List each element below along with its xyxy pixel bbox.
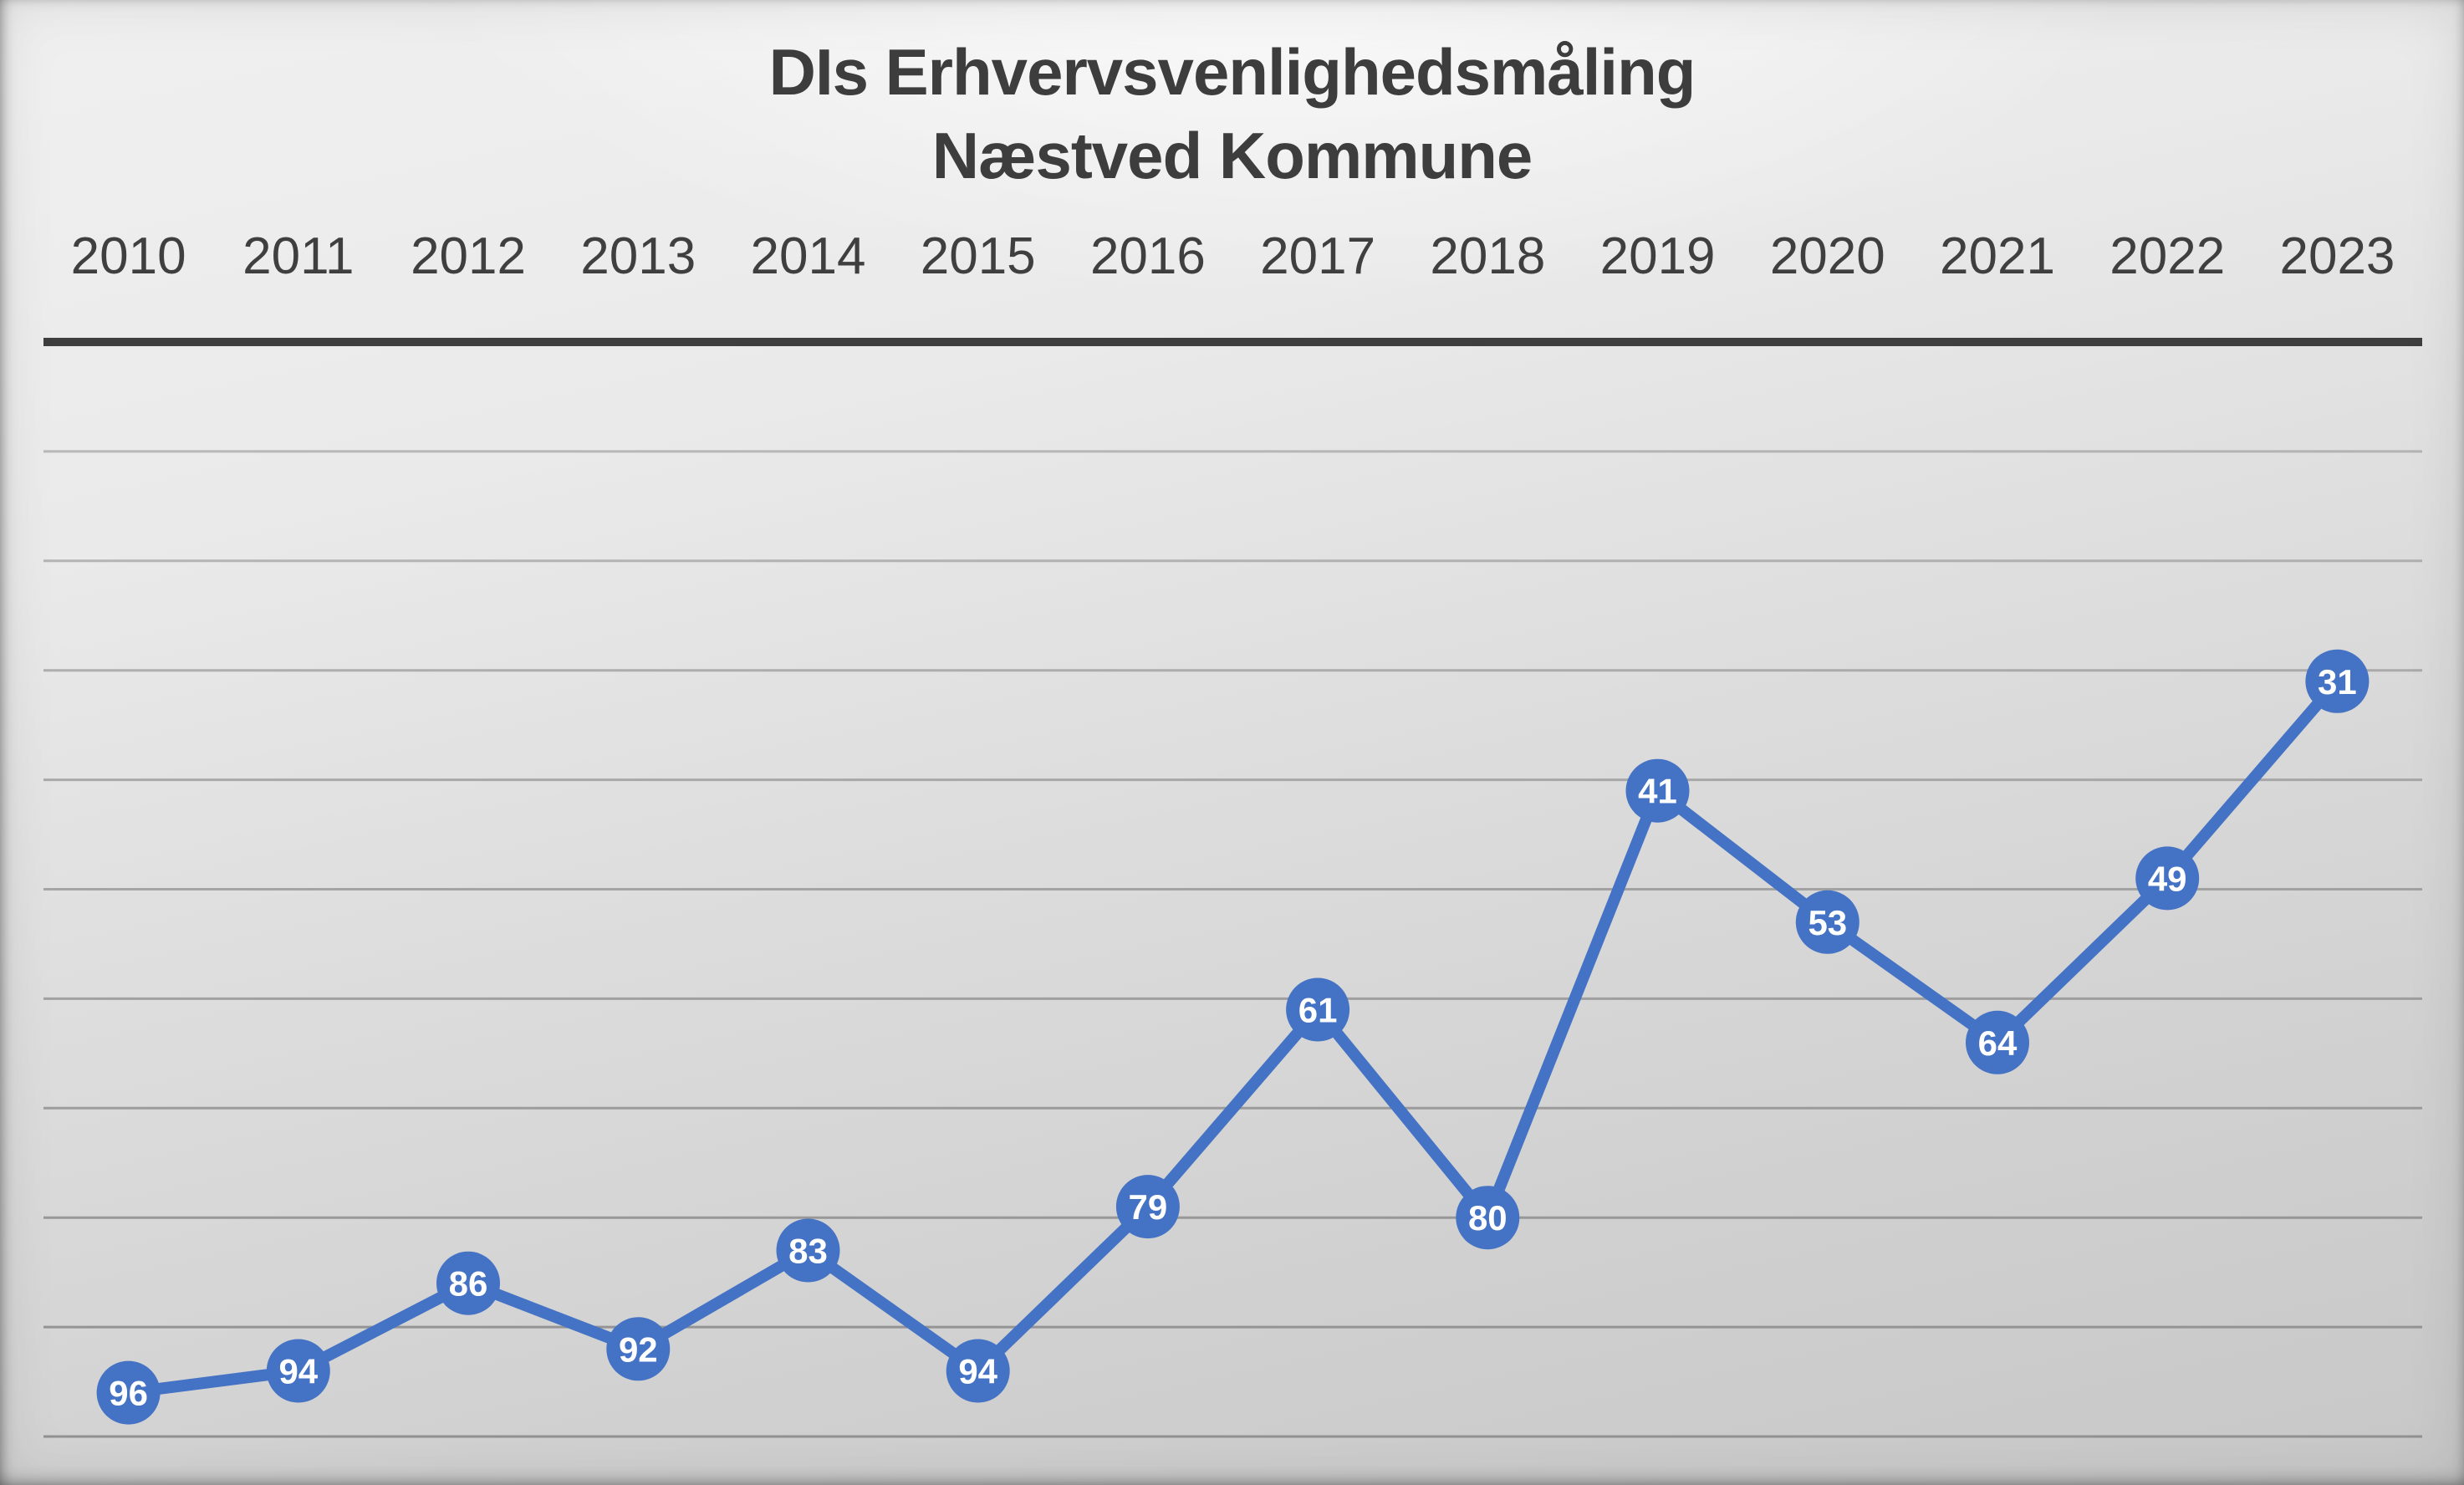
x-axis-line <box>43 338 2422 346</box>
data-point-label-2012: 86 <box>449 1264 488 1304</box>
data-point-marker-2015 <box>946 1339 1010 1403</box>
chart-title: DIs Erhvervsvenlighedsmåling Næstved Kom… <box>0 30 2464 197</box>
chart-title-line1: DIs Erhvervsvenlighedsmåling <box>768 35 1696 109</box>
data-point-label-2018: 80 <box>1468 1198 1507 1238</box>
year-label-2017: 2017 <box>1260 227 1376 285</box>
data-point-marker-2018 <box>1456 1186 1520 1250</box>
data-point-label-2021: 64 <box>1978 1023 2018 1063</box>
data-point-marker-2011 <box>266 1339 330 1403</box>
data-point-label-2014: 83 <box>788 1232 828 1271</box>
year-label-2013: 2013 <box>580 227 696 285</box>
year-label-2022: 2022 <box>2109 227 2226 285</box>
data-point-marker-2013 <box>606 1317 671 1381</box>
chart-title-line2: Næstved Kommune <box>931 119 1533 192</box>
data-point-label-2019: 41 <box>1638 772 1677 811</box>
year-label-2023: 2023 <box>2279 227 2395 285</box>
data-point-marker-2010 <box>96 1360 161 1425</box>
year-label-2015: 2015 <box>920 227 1036 285</box>
year-label-2019: 2019 <box>1599 227 1716 285</box>
year-axis-row: 2010 2011 2012 2013 2014 2015 2016 2017 2018 2019… <box>43 224 2422 288</box>
data-point-label-2022: 49 <box>2148 859 2187 898</box>
year-label-2011: 2011 <box>242 227 355 285</box>
data-point-marker-2012 <box>436 1251 500 1315</box>
year-label-2018: 2018 <box>1430 227 1546 285</box>
data-point-label-2023: 31 <box>2318 662 2357 702</box>
data-point-label-2015: 94 <box>958 1352 997 1391</box>
data-point-marker-2014 <box>776 1218 840 1283</box>
data-point-label-2020: 53 <box>1808 903 1847 942</box>
year-label-2012: 2012 <box>411 227 527 285</box>
year-label-2016: 2016 <box>1089 227 1206 285</box>
data-point-label-2010: 96 <box>109 1374 148 1413</box>
data-point-label-2016: 79 <box>1129 1187 1168 1227</box>
data-point-label-2011: 94 <box>278 1352 318 1391</box>
data-point-marker-2023 <box>2305 649 2370 713</box>
data-point-marker-2016 <box>1115 1175 1180 1239</box>
data-point-label-2017: 61 <box>1298 991 1338 1030</box>
year-label-2010: 2010 <box>70 227 186 285</box>
year-label-2021: 2021 <box>1940 227 2055 285</box>
data-point-marker-2020 <box>1795 890 1859 954</box>
data-point-label-2013: 92 <box>619 1329 658 1369</box>
data-point-marker-2021 <box>1966 1010 2029 1074</box>
data-point-marker-2022 <box>2135 846 2200 911</box>
data-point-marker-2019 <box>1625 758 1690 823</box>
data-point-marker-2017 <box>1286 977 1350 1042</box>
year-label-2020: 2020 <box>1769 227 1885 285</box>
year-label-2014: 2014 <box>750 227 866 285</box>
